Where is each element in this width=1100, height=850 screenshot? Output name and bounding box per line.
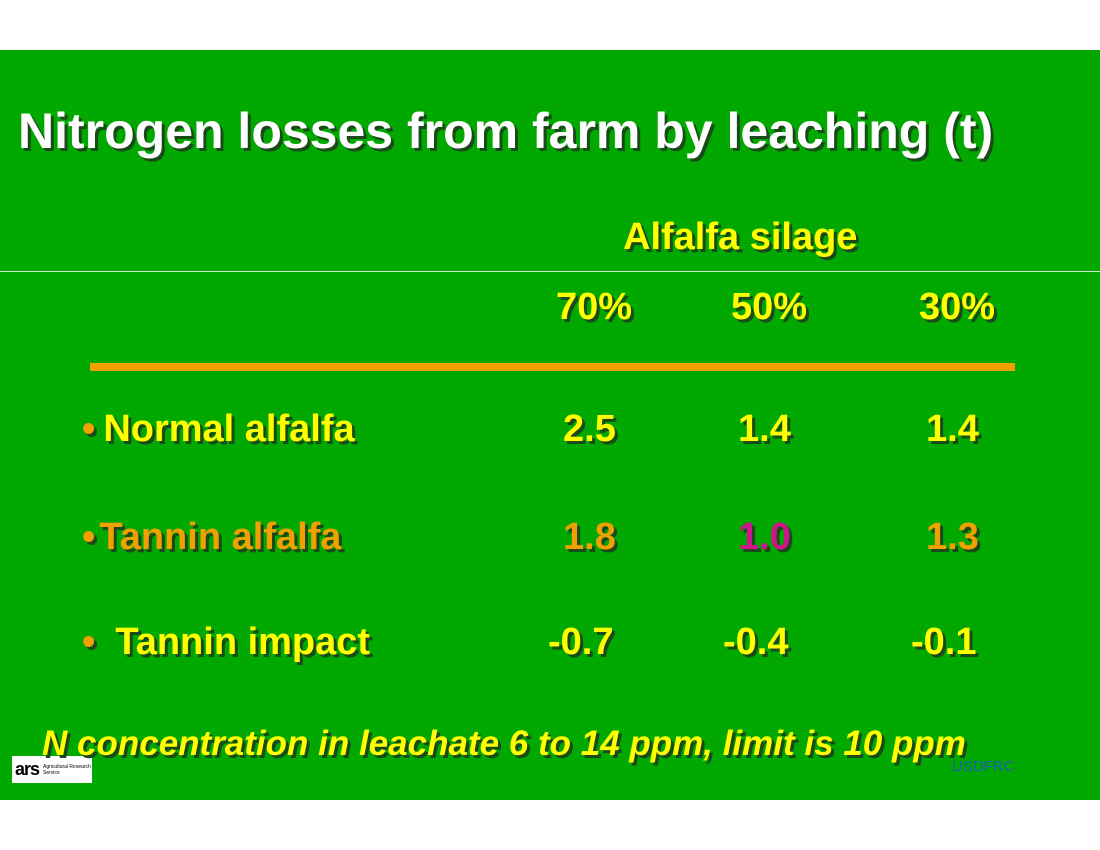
header-rule: [90, 363, 1015, 371]
slide: Nitrogen losses from farm by leaching (t…: [0, 50, 1100, 800]
cell-impact-30: -0.1: [911, 621, 977, 663]
column-header-70: 70%: [556, 286, 633, 328]
column-header-30: 30%: [919, 286, 996, 328]
cell-impact-50: -0.4: [723, 621, 789, 663]
row-tannin-impact: • Tannin impact: [82, 621, 370, 664]
row-label: Normal alfalfa: [103, 408, 355, 450]
ars-logo: ars Agricultural Research Service: [12, 756, 92, 783]
cell-normal-50: 1.4: [738, 408, 791, 450]
row-tannin-alfalfa: • Tannin alfalfa: [82, 516, 341, 559]
group-label: Alfalfa silage: [623, 216, 858, 258]
ars-logo-text: Agricultural Research Service: [43, 763, 91, 776]
bullet-icon: •: [82, 621, 96, 663]
row-label: Tannin alfalfa: [99, 516, 342, 558]
slide-title: Nitrogen losses from farm by leaching (t…: [18, 103, 994, 159]
footnote: N concentration in leachate 6 to 14 ppm,…: [42, 724, 966, 763]
divider-line: [0, 271, 1100, 272]
ars-logo-mark: ars: [15, 759, 40, 779]
cell-tannin-70: 1.8: [563, 516, 616, 558]
cell-normal-70: 2.5: [563, 408, 616, 450]
row-normal-alfalfa: • Normal alfalfa: [82, 408, 355, 451]
credit-text: USDFRC: [952, 758, 1015, 775]
cell-tannin-50: 1.0: [738, 516, 791, 558]
cell-normal-30: 1.4: [926, 408, 979, 450]
bullet-icon: •: [82, 408, 96, 450]
row-label: Tannin impact: [115, 621, 371, 663]
cell-tannin-30: 1.3: [926, 516, 979, 558]
cell-impact-70: -0.7: [548, 621, 614, 663]
column-header-50: 50%: [731, 286, 808, 328]
bullet-icon: •: [82, 516, 96, 558]
